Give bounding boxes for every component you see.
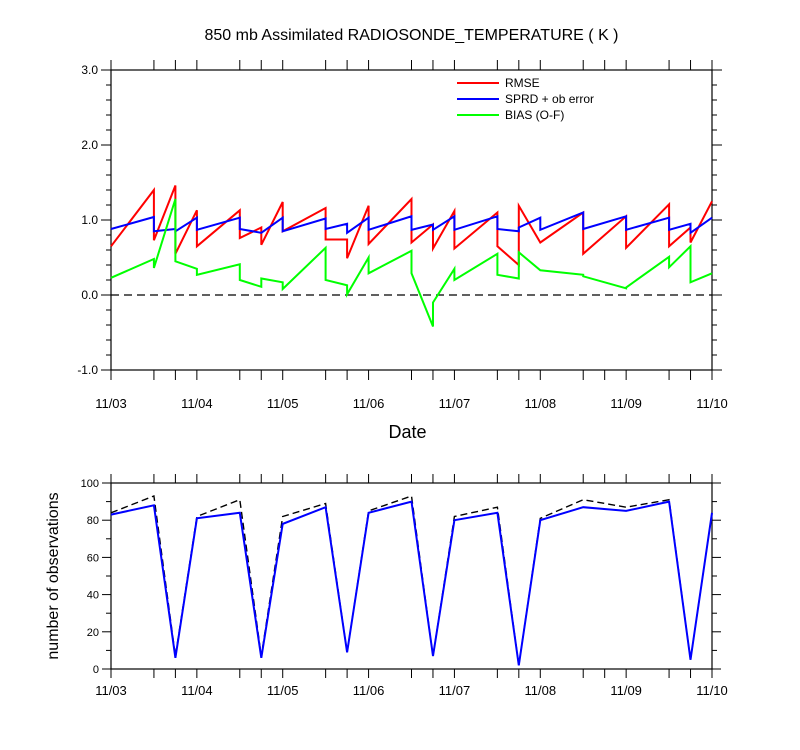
y-tick-label: 1.0: [81, 213, 98, 227]
chart-title: 850 mb Assimilated RADIOSONDE_TEMPERATUR…: [204, 27, 618, 44]
legend-label: RMSE: [505, 76, 540, 90]
x-tick-label: 11/03: [95, 396, 127, 411]
x-tick-label: 11/07: [439, 683, 471, 698]
x-tick-label: 11/06: [353, 683, 385, 698]
y-tick-label: 40: [87, 590, 99, 602]
rmse-spread-bias-panel: 850 mb Assimilated RADIOSONDE_TEMPERATUR…: [77, 27, 727, 442]
x-tick-label: 11/06: [353, 396, 385, 411]
observation-count-panel: 0 20 40 60 80 100 11/03 11/04 11/05 11/06 11/07 11/…: [45, 474, 728, 698]
x-tick-label: 11/10: [696, 396, 728, 411]
y-tick-label: 2.0: [81, 138, 98, 152]
y-tick-label: 20: [87, 627, 99, 639]
y-tick-label: 0: [93, 664, 99, 676]
x-axis-label: Date: [388, 422, 426, 442]
y-axis-label: number of observations: [45, 492, 62, 659]
x-tick-label: 11/04: [181, 683, 213, 698]
y-tick-label: 100: [81, 478, 99, 490]
x-tick-label: 11/10: [696, 683, 728, 698]
y-tick-label: 80: [87, 515, 99, 527]
y-tick-label: 3.0: [81, 63, 98, 77]
y-tick-label: 60: [87, 552, 99, 564]
legend-label: SPRD + ob error: [505, 92, 594, 106]
x-tick-label: 11/07: [439, 396, 471, 411]
x-tick-label: 11/05: [267, 396, 299, 411]
x-tick-label: 11/09: [610, 683, 642, 698]
legend-label: BIAS (O-F): [505, 108, 564, 122]
series-line-observations-dashed: [110, 495, 713, 666]
x-tick-label: 11/05: [267, 683, 299, 698]
series-line-observations-solid: [110, 500, 713, 666]
series-line-rmse: [110, 185, 713, 268]
series-line-sprd-ob-error: [110, 211, 713, 235]
x-tick-label: 11/08: [524, 683, 556, 698]
y-tick-label: -1.0: [77, 363, 98, 377]
series-line-bias-o-f: [110, 198, 713, 327]
x-tick-label: 11/04: [181, 396, 213, 411]
y-tick-label: 0.0: [81, 288, 98, 302]
x-tick-label: 11/08: [524, 396, 556, 411]
x-tick-label: 11/09: [610, 396, 642, 411]
x-tick-label: 11/03: [95, 683, 127, 698]
